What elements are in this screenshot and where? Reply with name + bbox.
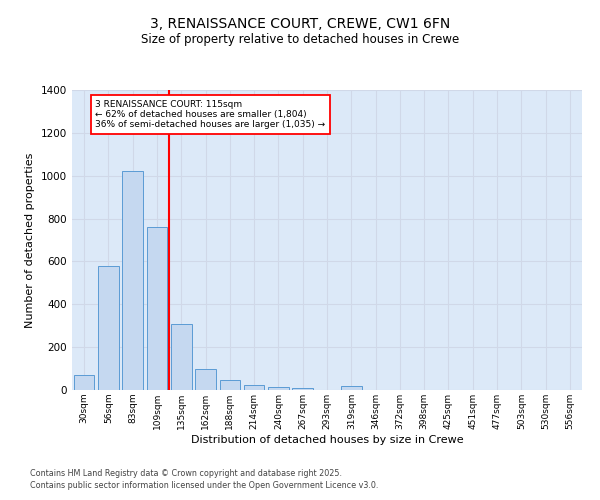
Bar [195, 368, 216, 390]
Bar [268, 387, 289, 390]
Text: Size of property relative to detached houses in Crewe: Size of property relative to detached ho… [141, 32, 459, 46]
Bar [98, 266, 119, 390]
Bar [74, 375, 94, 390]
X-axis label: Distribution of detached houses by size in Crewe: Distribution of detached houses by size … [191, 434, 463, 444]
Bar [171, 324, 191, 390]
Bar [292, 388, 313, 390]
Bar [341, 386, 362, 390]
Bar [220, 380, 240, 390]
Text: 3, RENAISSANCE COURT, CREWE, CW1 6FN: 3, RENAISSANCE COURT, CREWE, CW1 6FN [150, 18, 450, 32]
Y-axis label: Number of detached properties: Number of detached properties [25, 152, 35, 328]
Text: Contains public sector information licensed under the Open Government Licence v3: Contains public sector information licen… [30, 481, 379, 490]
Bar [244, 384, 265, 390]
Bar [146, 227, 167, 390]
Bar [122, 172, 143, 390]
Text: 3 RENAISSANCE COURT: 115sqm
← 62% of detached houses are smaller (1,804)
36% of : 3 RENAISSANCE COURT: 115sqm ← 62% of det… [95, 100, 325, 130]
Text: Contains HM Land Registry data © Crown copyright and database right 2025.: Contains HM Land Registry data © Crown c… [30, 468, 342, 477]
